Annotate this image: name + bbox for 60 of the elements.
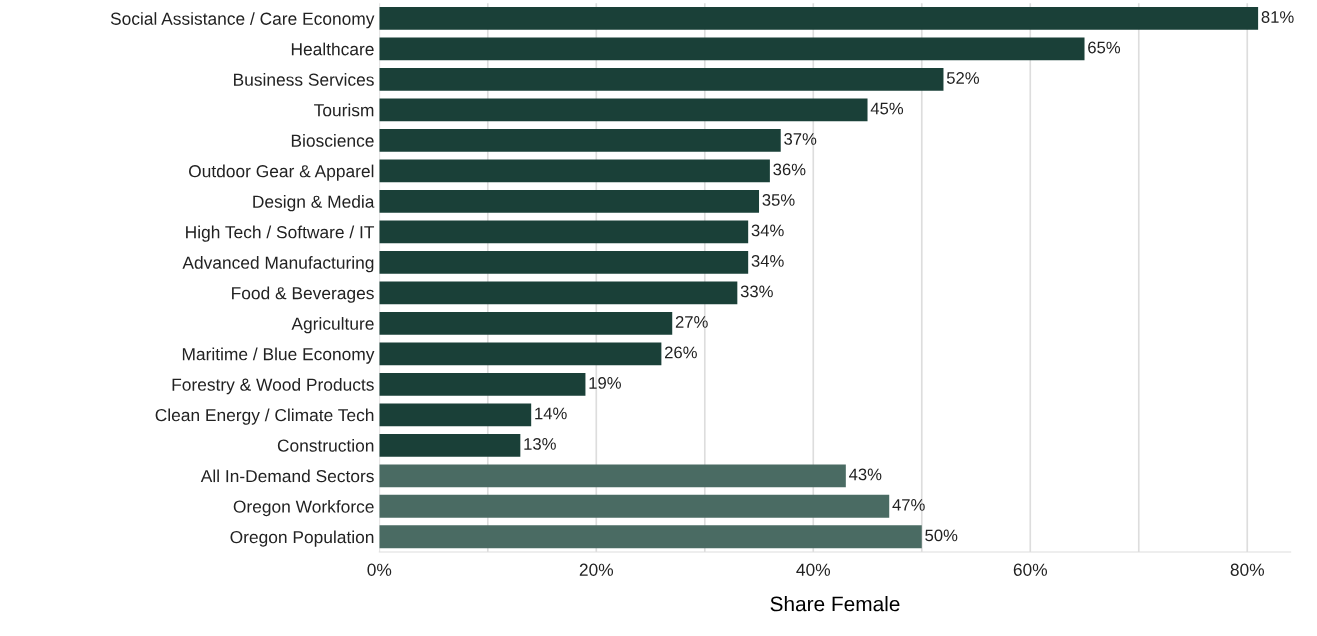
y-tick-label: Forestry & Wood Products: [172, 378, 374, 395]
y-tick-label: Food & Beverages: [232, 286, 374, 303]
x-tick-label: 40%: [796, 563, 831, 576]
data-label: 34%: [751, 255, 784, 267]
data-label: 50%: [925, 529, 958, 542]
y-tick-label: Advanced Manufacturing: [182, 256, 374, 273]
bar: [379, 281, 738, 305]
y-tick-label: Agriculture: [291, 317, 374, 334]
y-tick-label: Oregon Workforce: [233, 500, 374, 517]
y-tick-label: Business Services: [234, 73, 374, 86]
data-label: 34%: [751, 224, 784, 237]
data-label: 19%: [589, 377, 621, 389]
y-tick-label: All In-Demand Sectors: [200, 469, 374, 483]
data-label: 36%: [773, 163, 806, 176]
bar: [379, 372, 586, 396]
x-axis-title: Share Female: [770, 596, 900, 612]
data-label: 47%: [892, 499, 925, 511]
bar: [379, 250, 749, 274]
y-tick-label: Social Assistance / Care Economy: [110, 12, 375, 29]
y-tick-label: Oregon Population: [230, 530, 374, 547]
bar: [379, 220, 749, 244]
y-tick-label: Clean Energy / Climate Tech: [155, 408, 374, 425]
data-label: 43%: [848, 468, 882, 481]
data-label: 14%: [535, 407, 567, 420]
bar: [379, 67, 944, 91]
y-tick-label: Tourism: [314, 103, 374, 117]
y-tick-label: Design & Media: [253, 195, 375, 212]
data-label: 33%: [740, 285, 773, 298]
bar: [379, 311, 673, 335]
data-label: 35%: [762, 194, 795, 206]
x-tick-label: 0%: [367, 563, 392, 576]
bar: [379, 433, 521, 457]
bar: [379, 464, 846, 488]
bar: [379, 525, 922, 549]
y-tick-label: Healthcare: [291, 42, 374, 56]
data-label: 37%: [784, 133, 817, 145]
y-tick-label: Construction: [277, 439, 374, 452]
bar: [379, 403, 532, 427]
y-tick-label: Bioscience: [291, 134, 374, 147]
data-label: 52%: [946, 72, 980, 84]
data-label: 27%: [675, 316, 708, 328]
bar: [379, 159, 770, 183]
data-label: 81%: [1261, 11, 1294, 23]
bar: [379, 37, 1085, 61]
bar: [379, 494, 890, 518]
data-label: 65%: [1088, 41, 1121, 54]
bar: [379, 189, 760, 213]
bar: [379, 128, 781, 152]
data-label: 13%: [524, 438, 556, 450]
data-label: 26%: [665, 346, 697, 359]
data-label: 45%: [870, 102, 904, 115]
x-tick-label: 60%: [1013, 563, 1048, 576]
bar: [379, 342, 662, 366]
x-tick-label: 20%: [579, 563, 614, 576]
y-tick-label: High Tech / Software / IT: [186, 225, 375, 242]
y-tick-label: Maritime / Blue Economy: [182, 347, 375, 364]
y-tick-label: Outdoor Gear & Apparel: [189, 164, 374, 181]
bar: [379, 98, 868, 122]
x-tick-label: 80%: [1230, 563, 1265, 576]
bar: [379, 6, 1259, 30]
